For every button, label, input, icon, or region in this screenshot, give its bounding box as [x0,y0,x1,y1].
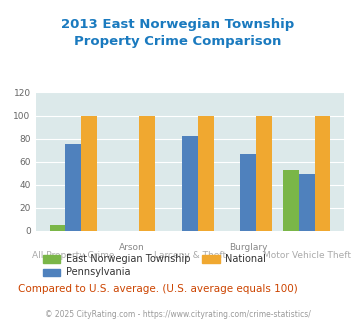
Text: Compared to U.S. average. (U.S. average equals 100): Compared to U.S. average. (U.S. average … [18,284,297,294]
Text: Pennsylvania: Pennsylvania [66,267,130,277]
Bar [198,115,214,231]
Bar [283,170,299,231]
Text: Arson: Arson [119,243,144,251]
Bar [182,136,198,231]
Text: East Norwegian Township: East Norwegian Township [66,254,190,264]
Text: Motor Vehicle Theft: Motor Vehicle Theft [263,251,351,260]
Bar [315,115,330,231]
Bar [65,145,81,231]
Bar [240,154,256,231]
Text: 2013 East Norwegian Township
Property Crime Comparison: 2013 East Norwegian Township Property Cr… [61,18,294,48]
Text: © 2025 CityRating.com - https://www.cityrating.com/crime-statistics/: © 2025 CityRating.com - https://www.city… [45,310,310,319]
Text: Larceny & Theft: Larceny & Theft [154,251,226,260]
Bar [256,115,272,231]
Text: Burglary: Burglary [229,243,268,251]
Bar [50,225,65,231]
Text: All Property Crime: All Property Crime [32,251,114,260]
Bar [299,174,315,231]
Text: National: National [225,254,266,264]
Bar [140,115,155,231]
Bar [81,115,97,231]
